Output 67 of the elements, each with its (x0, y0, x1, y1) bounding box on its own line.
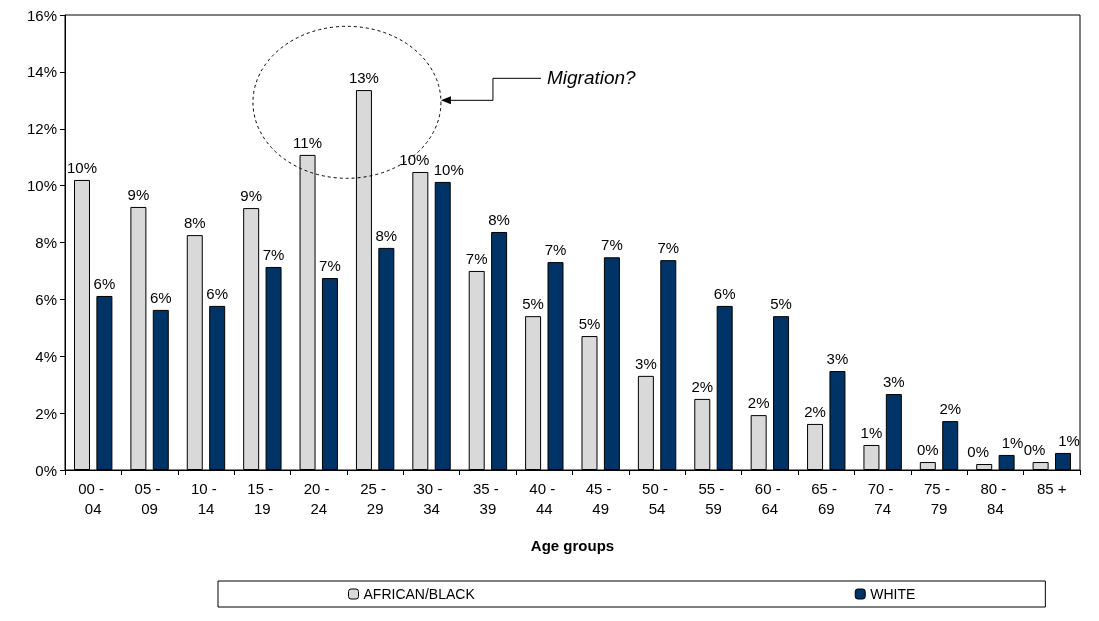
data-label: 7% (657, 239, 680, 257)
y-tick-label: 16% (26, 6, 57, 24)
data-label: 6% (93, 274, 116, 292)
x-tick-label: 65 - 69 (811, 479, 842, 517)
data-label: 0% (967, 443, 990, 461)
y-tick-label: 12% (26, 120, 57, 138)
x-tick-label: 30 - 34 (416, 479, 447, 517)
data-label: 7% (319, 257, 341, 275)
y-tick-label: 14% (26, 63, 57, 81)
data-label: 1% (1001, 433, 1024, 451)
y-tick-label: 2% (35, 404, 57, 422)
x-tick-label: 15 - 19 (247, 479, 278, 517)
data-label: 7% (544, 241, 567, 259)
data-label: 0% (916, 441, 939, 459)
data-label: 8% (488, 210, 510, 228)
data-label: 5% (578, 315, 601, 333)
data-label: 7% (262, 245, 285, 263)
data-label: 2% (691, 377, 714, 395)
x-tick-label: 50 - 54 (642, 479, 673, 517)
data-label: 2% (939, 400, 962, 418)
x-tick-label: 10 - 14 (190, 479, 221, 517)
x-tick-label: 80 - 84 (980, 479, 1011, 517)
x-axis-title: Age groups (530, 537, 615, 554)
legend-label: WHITE (870, 586, 916, 602)
x-tick-label: 40 - 44 (529, 479, 560, 517)
y-tick-label: 0% (35, 461, 57, 479)
y-tick-label: 6% (35, 290, 57, 308)
x-tick-label: 05 - 09 (134, 479, 165, 517)
x-tick-label: 55 - 59 (698, 479, 729, 517)
x-tick-label: 45 - 49 (585, 479, 616, 517)
data-label: 1% (1058, 431, 1080, 449)
data-label: 10% (66, 158, 98, 176)
x-tick-label: 20 - 24 (303, 479, 334, 517)
data-label: 8% (183, 214, 206, 232)
data-label: 8% (375, 226, 398, 244)
x-tick-label: 25 - 29 (360, 479, 391, 517)
data-label: 6% (713, 284, 736, 302)
data-label: 5% (770, 295, 792, 313)
legend-label: AFRICAN/BLACK (363, 586, 476, 602)
data-label: 9% (127, 185, 150, 203)
y-tick-label: 4% (35, 347, 57, 365)
data-label: 9% (240, 187, 262, 205)
data-label: 2% (804, 402, 826, 420)
data-label: 3% (883, 373, 905, 391)
x-tick-label: 70 - 74 (867, 479, 898, 517)
data-label: 10% (399, 150, 430, 168)
x-tick-label: 00 - 04 (78, 479, 109, 517)
x-tick-label: 75 - 79 (924, 479, 955, 517)
data-label: 11% (293, 133, 323, 151)
x-tick-label: 85 + (1036, 479, 1067, 497)
data-label: 3% (635, 354, 657, 372)
annotation: Migration? (546, 67, 637, 89)
data-label: 0% (1023, 441, 1046, 459)
y-tick-label: 10% (26, 177, 57, 195)
data-label: 1% (860, 423, 883, 441)
data-label: 3% (826, 350, 849, 368)
x-tick-label: 35 - 39 (472, 479, 503, 517)
y-tick-label: 8% (35, 234, 57, 251)
data-label: 13% (348, 69, 379, 87)
data-label: 10% (433, 160, 464, 178)
data-label: 6% (206, 284, 229, 302)
data-label: 7% (465, 249, 488, 267)
data-label: 6% (149, 288, 172, 306)
data-label: 7% (601, 236, 623, 254)
x-tick-label: 60 - 64 (754, 479, 785, 517)
data-label: 5% (522, 295, 544, 313)
data-label: 2% (747, 394, 770, 412)
